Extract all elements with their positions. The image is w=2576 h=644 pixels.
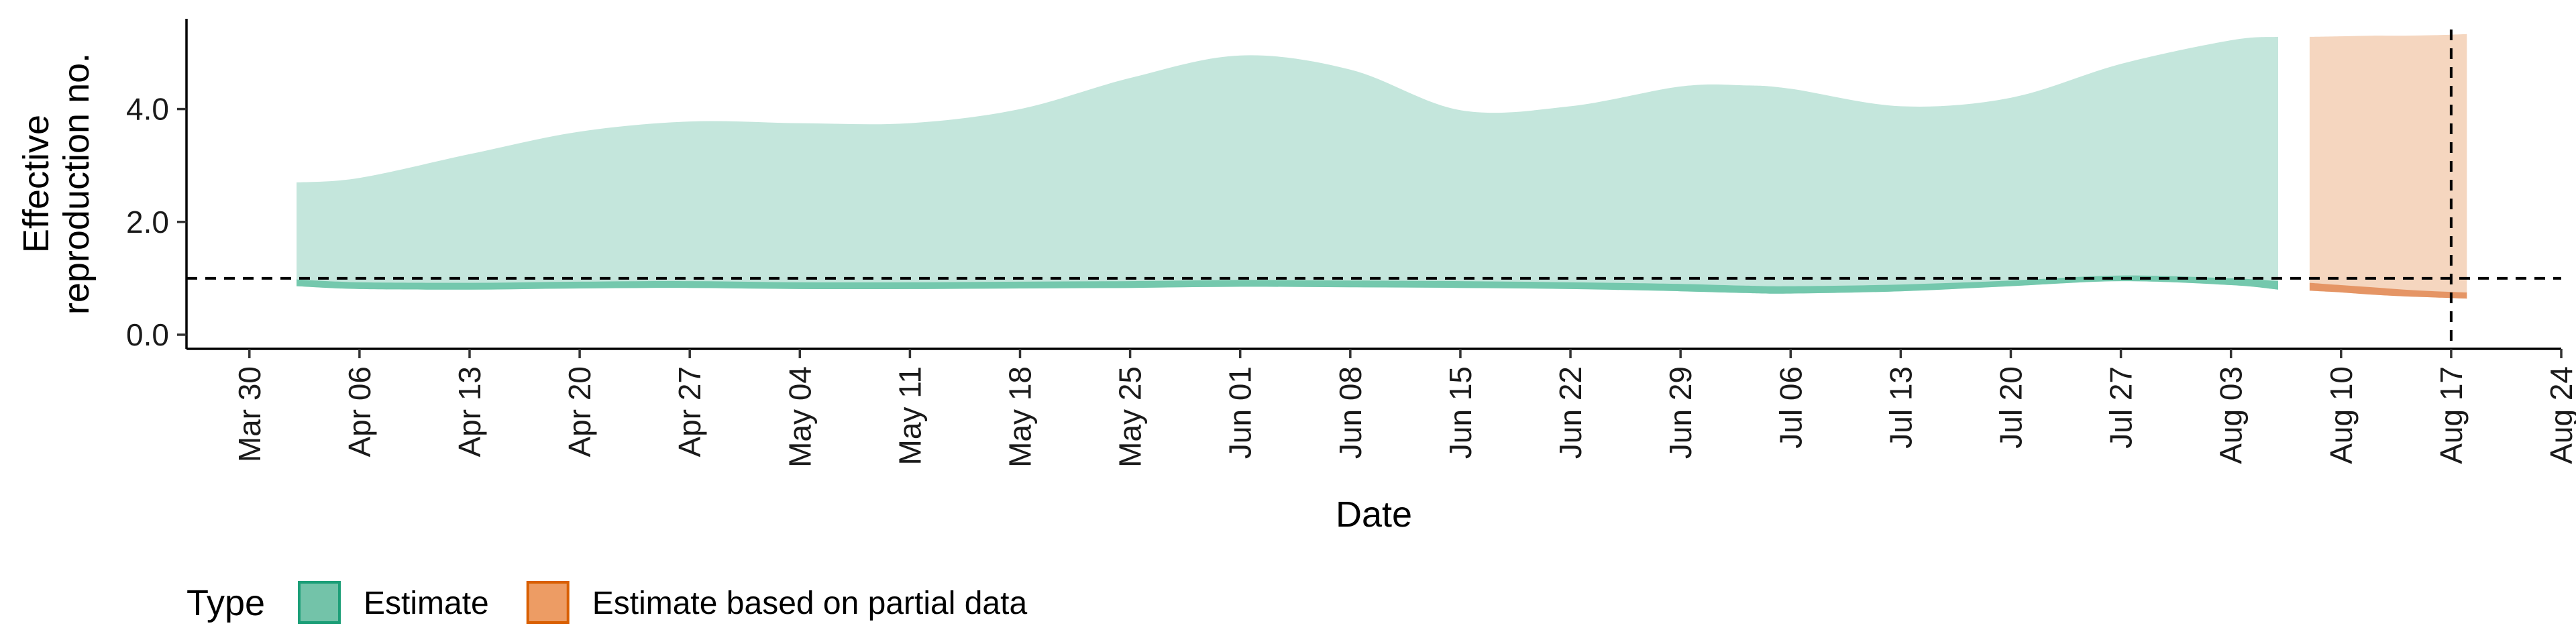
x-tick-label: Jun 08 bbox=[1333, 366, 1368, 459]
x-tick-label: Apr 06 bbox=[342, 366, 377, 458]
x-tick-label: Mar 30 bbox=[232, 366, 267, 462]
x-tick-label: Jul 13 bbox=[1883, 366, 1918, 449]
x-tick-label: May 04 bbox=[782, 366, 817, 468]
legend-title: Type bbox=[186, 583, 265, 623]
band-inner-estimate-based-on-partial-data bbox=[2309, 282, 2467, 299]
y-axis-title-line: Effective bbox=[16, 115, 56, 253]
x-tick-label: Jul 27 bbox=[2104, 366, 2139, 449]
x-tick-label: Jun 29 bbox=[1663, 366, 1698, 459]
x-tick-label: Aug 03 bbox=[2214, 366, 2249, 464]
x-tick-label: Jun 22 bbox=[1553, 366, 1588, 459]
x-tick-label: Apr 13 bbox=[452, 366, 487, 458]
y-axis-ticks: 0.0 2.0 4.0 bbox=[126, 92, 186, 352]
x-tick-label: Jun 01 bbox=[1223, 366, 1258, 459]
y-tick-label: 2.0 bbox=[126, 205, 169, 239]
x-tick-label: Aug 17 bbox=[2434, 366, 2469, 464]
x-axis-ticks: Mar 30 Apr 06 Apr 13 Apr 20 Apr 27 May 04 May … bbox=[232, 349, 2576, 468]
band-outer-estimate-based-on-partial-data bbox=[2309, 34, 2467, 299]
legend-label: Estimate based on partial data bbox=[592, 586, 1028, 621]
y-axis-title-line: reproduction no. bbox=[56, 53, 97, 315]
y-tick-label: 4.0 bbox=[126, 92, 169, 127]
x-tick-label: Aug 24 bbox=[2544, 366, 2576, 464]
estimate-bands bbox=[297, 34, 2467, 299]
band-inner-estimate bbox=[297, 275, 2278, 294]
x-tick-label: May 25 bbox=[1113, 366, 1148, 468]
y-axis-title: Effective reproduction no. bbox=[16, 53, 97, 315]
x-tick-label: Jul 20 bbox=[1994, 366, 2029, 449]
band-outer-estimate bbox=[297, 36, 2278, 294]
x-tick-label: Jul 06 bbox=[1773, 366, 1808, 449]
legend-key bbox=[526, 581, 570, 624]
x-tick-label: Jun 15 bbox=[1443, 366, 1478, 459]
legend: Type Estimate Estimate based on partial da… bbox=[186, 581, 1028, 624]
x-tick-label: May 11 bbox=[892, 366, 927, 465]
y-tick-label: 0.0 bbox=[126, 317, 169, 352]
x-tick-label: May 18 bbox=[1003, 366, 1038, 468]
reference-lines bbox=[186, 30, 2561, 349]
axes bbox=[185, 19, 2561, 350]
x-tick-label: Aug 10 bbox=[2324, 366, 2359, 464]
x-tick-label: Apr 27 bbox=[672, 366, 707, 458]
x-axis-title: Date bbox=[1336, 494, 1412, 535]
legend-label: Estimate bbox=[364, 586, 489, 621]
x-tick-label: Apr 20 bbox=[562, 366, 597, 458]
legend-key bbox=[298, 581, 341, 624]
